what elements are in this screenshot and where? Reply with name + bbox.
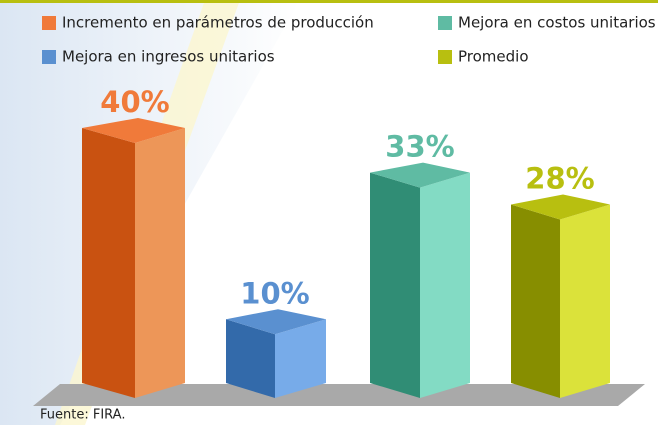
legend-swatch	[438, 16, 452, 30]
legend-swatch	[42, 50, 56, 64]
legend-label: Incremento en parámetros de producción	[62, 14, 374, 32]
top-rule	[0, 0, 658, 3]
bar-top-face	[226, 309, 326, 335]
bar-top-face	[82, 118, 185, 143]
legend-swatch	[438, 50, 452, 64]
bar-left-face	[370, 172, 420, 398]
bar-top-face	[370, 162, 470, 188]
value-label: 10%	[240, 276, 309, 310]
bar-right-face	[135, 128, 185, 398]
bar-right-face	[275, 319, 326, 398]
bars: 40% 10% 33% 28%	[82, 85, 610, 398]
value-label: 28%	[525, 162, 594, 196]
legend-label: Mejora en ingresos unitarios	[62, 48, 275, 66]
bar-right-face	[420, 172, 470, 398]
bar-left-face	[82, 128, 135, 398]
floor	[33, 384, 645, 406]
legend-label: Promedio	[458, 48, 529, 66]
bar-top-face	[511, 194, 610, 220]
bar-left-face	[511, 204, 560, 398]
value-label: 33%	[385, 130, 454, 164]
legend: Incremento en parámetros de producción Me…	[42, 14, 656, 66]
legend-swatch	[42, 16, 56, 30]
source-note: Fuente: FIRA.	[40, 408, 125, 423]
bar-left-face	[226, 319, 275, 398]
bar-right-face	[560, 204, 610, 398]
legend-label: Mejora en costos unitarios	[458, 14, 656, 32]
value-label: 40%	[100, 85, 169, 119]
